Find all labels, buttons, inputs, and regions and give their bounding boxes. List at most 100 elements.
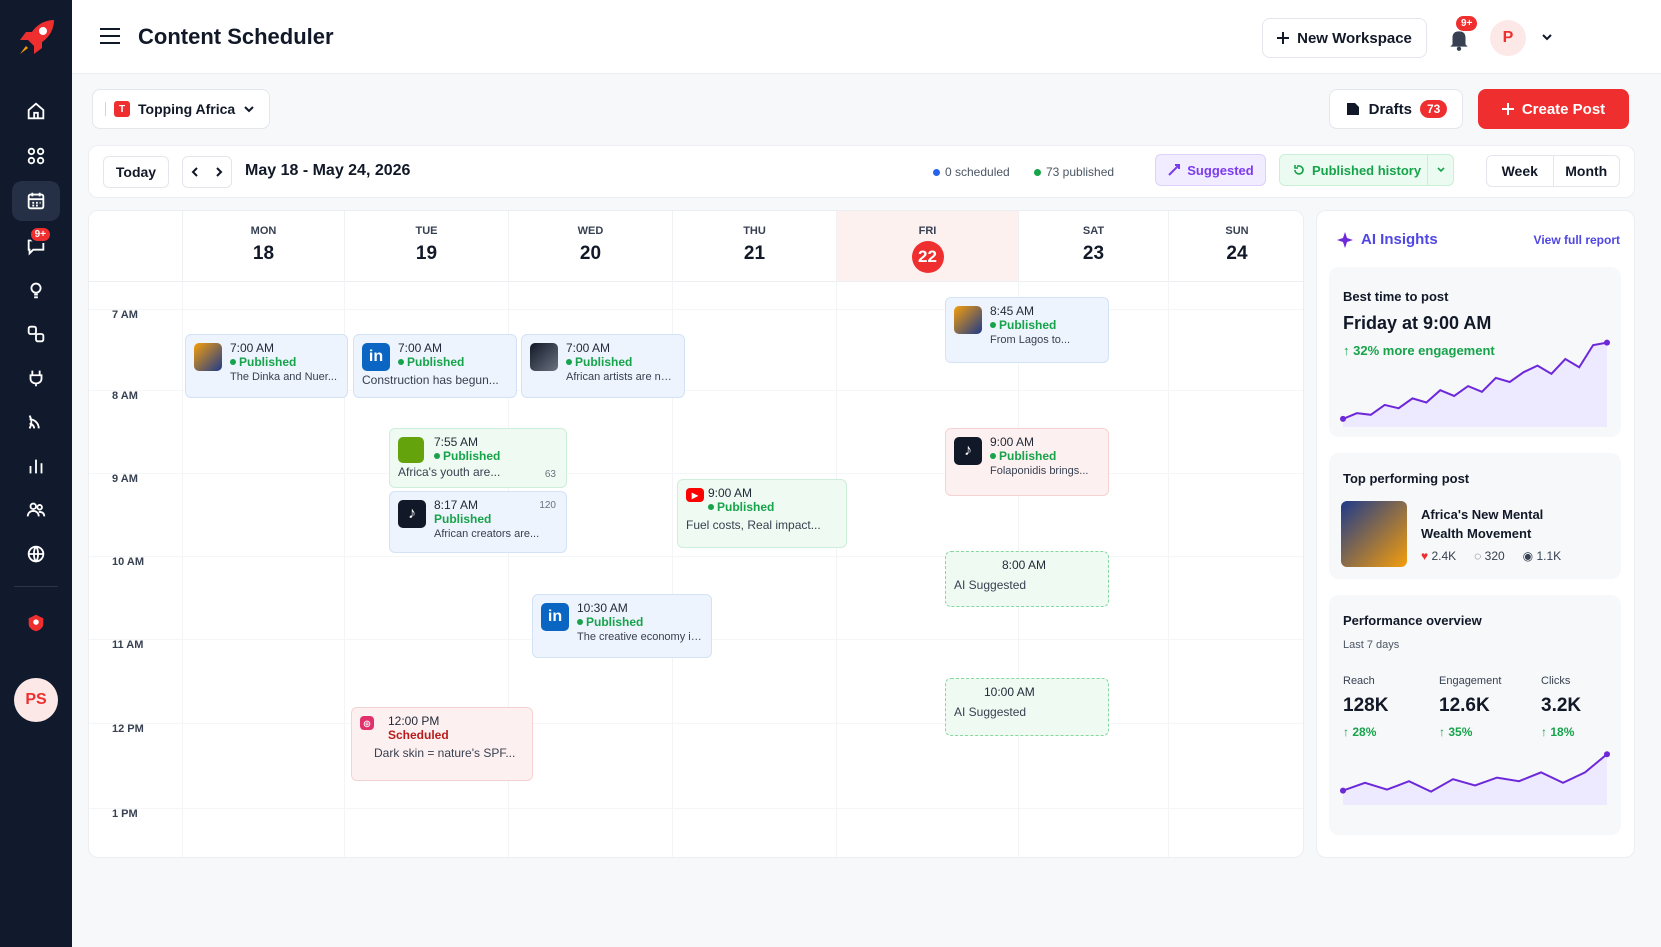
create-post-button[interactable]: Create Post — [1478, 89, 1629, 129]
metric-label: Reach — [1343, 675, 1375, 687]
best-time-chart — [1340, 339, 1610, 427]
post-card[interactable]: in 10:30 AM Published The creative economy… — [532, 594, 712, 658]
metric-label: Engagement — [1439, 675, 1502, 687]
post-status: Published — [577, 615, 703, 629]
comments-count: 320 — [1484, 549, 1505, 563]
post-time: 8:17 AM — [434, 498, 479, 512]
metric-change: ↑ 18% — [1541, 725, 1575, 739]
dashboard-grid-icon[interactable] — [12, 136, 60, 176]
performance-label: Performance overview — [1343, 613, 1482, 628]
post-card[interactable]: 7:00 AM Published The Dinka and Nuer... — [185, 334, 348, 398]
drafts-label: Drafts — [1368, 100, 1412, 118]
sidebar-avatar[interactable]: PS — [14, 678, 58, 722]
top-post-title: Africa's New Mental Wealth Movement — [1421, 507, 1544, 541]
brand-icon[interactable] — [12, 603, 60, 643]
post-text: African artists are not... — [566, 371, 676, 383]
post-card[interactable]: 8:45 AM Published From Lagos to... — [945, 297, 1109, 363]
chevron-down-icon — [244, 106, 254, 113]
youtube-icon: ▶ — [686, 488, 704, 502]
clicks-metric: Clicks 3.2K ↑ 18% — [1541, 675, 1631, 739]
post-text: Folaponidis brings... — [990, 465, 1089, 477]
post-text: African creators are... — [434, 528, 540, 540]
ai-insights-panel: AI Insights View full report Best time t… — [1316, 210, 1635, 858]
post-text: Construction has begun... — [362, 373, 499, 387]
post-card[interactable]: ▶ 9:00 AM Published Fuel costs, Real impa… — [677, 479, 847, 548]
post-card[interactable]: in 7:00 AM Published Construction has beg… — [353, 334, 517, 398]
home-icon[interactable] — [12, 91, 60, 131]
ai-suggested-slot[interactable]: 8:00 AM AI Suggested — [945, 551, 1109, 607]
analytics-icon[interactable] — [12, 446, 60, 486]
new-workspace-button[interactable]: New Workspace — [1262, 18, 1427, 58]
ai-suggested-slot[interactable]: 10:00 AM AI Suggested — [945, 678, 1109, 736]
day-name: WED — [577, 225, 604, 237]
notification-badge: 9+ — [1456, 16, 1478, 31]
scheduled-count: 0 scheduled — [933, 165, 1010, 179]
grid-line — [672, 281, 673, 857]
suggested-button[interactable]: Suggested — [1155, 154, 1266, 186]
view-full-report-link[interactable]: View full report — [1533, 233, 1620, 247]
post-status-text: Published — [239, 355, 297, 369]
chevron-down-icon[interactable] — [1427, 155, 1453, 185]
grid-line — [89, 309, 1303, 310]
month-view-button[interactable]: Month — [1565, 163, 1608, 179]
page-title: Content Scheduler — [138, 24, 334, 49]
post-status-text: Published — [999, 318, 1057, 332]
post-status: Scheduled — [388, 728, 524, 742]
week-view-button[interactable]: Week — [1487, 156, 1554, 186]
post-card[interactable]: 7:00 AM Published African artists are not.… — [521, 334, 685, 398]
drafts-button[interactable]: Drafts 73 — [1329, 89, 1463, 129]
ideas-icon[interactable] — [12, 270, 60, 310]
new-workspace-label: New Workspace — [1297, 29, 1412, 47]
comment-count: 63 — [544, 469, 556, 480]
post-card[interactable]: ◎ 12:00 PM Scheduled Dark skin = nature's… — [351, 707, 533, 781]
messages-icon[interactable]: 9+ — [12, 226, 60, 266]
post-card[interactable]: ♪ 9:00 AM Published Folaponidis brings... — [945, 428, 1109, 496]
plus-icon — [1501, 103, 1514, 115]
linkedin-icon: in — [362, 343, 390, 371]
linkedin-icon: in — [541, 603, 569, 631]
post-card[interactable]: 7:55 AM Published Africa's youth are... 6… — [389, 428, 567, 488]
feed-icon[interactable] — [12, 402, 60, 442]
post-status: Published — [990, 318, 1100, 332]
day-date: 19 — [415, 243, 438, 264]
post-text: Fuel costs, Real impact... — [686, 518, 821, 532]
workspace-name: Topping Africa — [138, 101, 236, 117]
chevron-left-icon[interactable] — [189, 166, 201, 178]
rocket-logo-icon[interactable] — [14, 16, 58, 60]
ai-insights-label: AI Insights — [1361, 231, 1438, 248]
post-status-text: Published — [999, 449, 1057, 463]
day-name: SUN — [1225, 225, 1249, 237]
top-post-stats: ♥ 2.4K ◌ 320 ◉ 1.1K — [1421, 549, 1561, 563]
post-status-text: AI Suggested — [954, 578, 1027, 592]
post-status: Published — [230, 355, 339, 369]
post-status: Published — [566, 355, 676, 369]
day-date: 24 — [1226, 243, 1248, 264]
time-label: 10 AM — [112, 556, 144, 568]
post-status-text: Published — [443, 449, 501, 463]
best-time-trend-point — [1604, 339, 1610, 346]
integrations-icon[interactable] — [12, 314, 60, 354]
time-label: 8 AM — [112, 390, 138, 402]
published-history-button[interactable]: Published history — [1279, 154, 1454, 186]
top-post-thumbnail[interactable] — [1341, 501, 1407, 567]
performance-trend-point — [1604, 751, 1610, 758]
metric-change-text: 28% — [1352, 725, 1377, 739]
today-button[interactable]: Today — [103, 156, 169, 188]
team-icon[interactable] — [12, 490, 60, 530]
plug-icon[interactable] — [12, 358, 60, 398]
chevron-right-icon[interactable] — [213, 166, 225, 178]
today-date: 22 — [911, 241, 944, 273]
calendar-icon[interactable] — [12, 181, 60, 221]
metric-value: 128K — [1343, 695, 1389, 716]
menu-icon[interactable] — [100, 28, 120, 44]
post-card[interactable]: ♪ 8:17 AM Published African creators are..… — [389, 491, 567, 553]
post-status-text: AI Suggested — [954, 705, 1027, 719]
user-avatar[interactable]: P — [1490, 20, 1526, 56]
performance-period: Last 7 days — [1343, 639, 1400, 651]
chevron-down-icon[interactable] — [1540, 30, 1554, 44]
workspace-select[interactable]: T Topping Africa — [92, 89, 270, 129]
day-header-thu: THU 21 — [672, 211, 836, 281]
bell-icon[interactable] — [1446, 26, 1472, 52]
globe-icon[interactable] — [12, 534, 60, 574]
post-status-text: Published — [434, 512, 492, 526]
